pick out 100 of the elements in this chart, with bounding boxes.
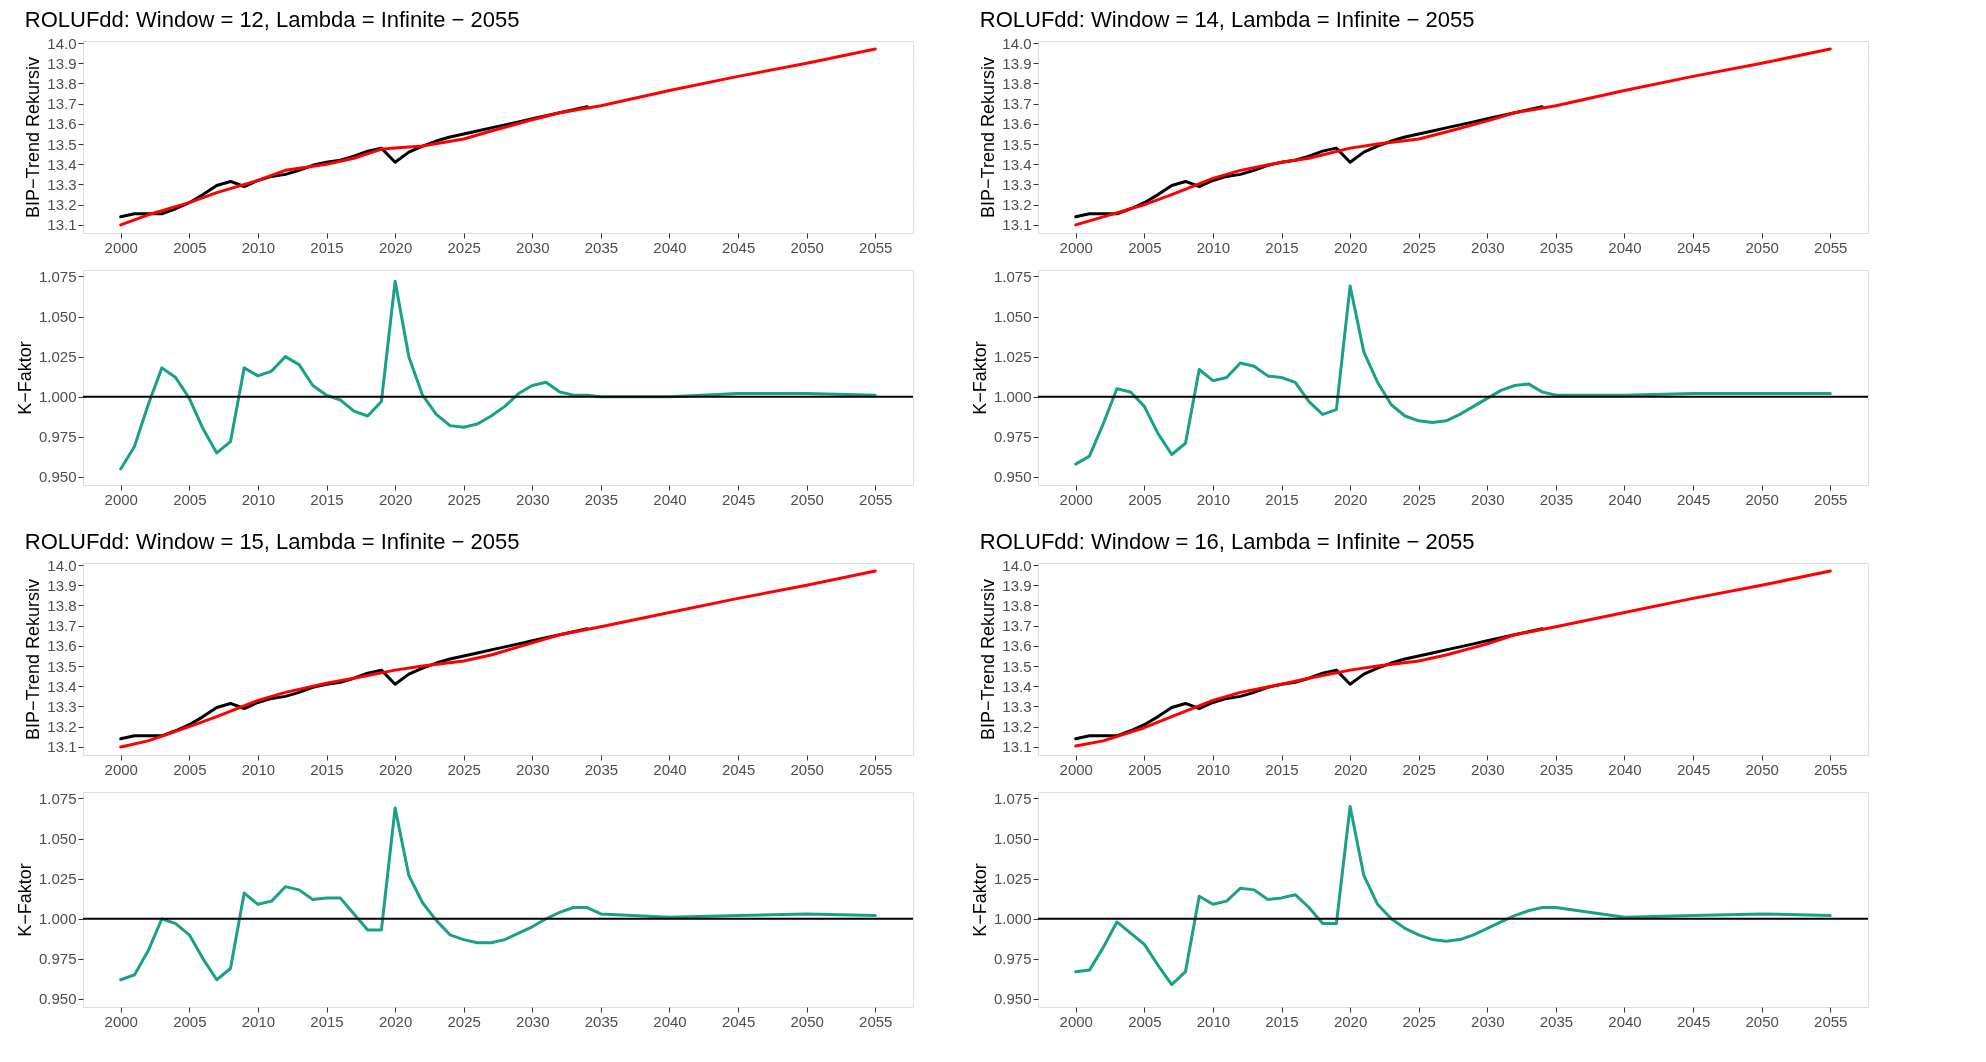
x-tick-label: 2015: [1265, 760, 1299, 778]
line-series: [119, 806, 877, 982]
y-tick-label: 13.1: [1002, 738, 1032, 756]
y-tick-label: 0.975: [38, 428, 77, 446]
y-tick-label: 13.3: [47, 175, 77, 193]
x-tick-label: 2015: [1265, 490, 1299, 508]
y-tick-label: 1.025: [993, 870, 1032, 888]
y-tick-label: 1.075: [38, 789, 77, 807]
x-tick-label: 2015: [310, 1012, 344, 1030]
x-tick-label: 2015: [1265, 1012, 1299, 1030]
y-tick-label: 13.9: [47, 54, 77, 72]
y-tick-label: 13.7: [47, 95, 77, 113]
y-tick-label: 13.1: [1002, 216, 1032, 234]
y-tick-label: 13.6: [1002, 637, 1032, 655]
y-tick-label: 13.6: [47, 637, 77, 655]
x-tick-label: 2035: [584, 238, 619, 256]
x-tick-label: 2005: [1128, 1012, 1162, 1030]
x-tick-label: 2035: [1539, 490, 1574, 508]
x-tick-label: 2010: [241, 490, 276, 508]
y-tick-label: 13.3: [1002, 175, 1032, 193]
y-tick-label: 0.950: [993, 468, 1032, 486]
y-tick-label: 13.5: [47, 135, 77, 153]
x-tick-label: 2000: [1059, 760, 1093, 778]
y-tick-label: 13.8: [47, 74, 77, 92]
y-tick-label: 13.7: [1002, 617, 1032, 635]
x-tick-label: 2010: [241, 760, 276, 778]
x-tick-label: 2005: [173, 1012, 207, 1030]
y-tick-label: 0.975: [38, 950, 77, 968]
y-tick-label: 0.950: [38, 468, 77, 486]
x-tick-label: 2035: [1539, 760, 1574, 778]
y-tick-label: 1.000: [38, 910, 77, 928]
x-tick-label: 2030: [1471, 490, 1505, 508]
x-tick-label: 2050: [1745, 490, 1779, 508]
x-tick-label: 2025: [447, 490, 481, 508]
y-tick-label: 0.950: [38, 990, 77, 1008]
y-tick-label: 13.2: [47, 718, 77, 736]
y-tick-label: 13.8: [47, 596, 77, 614]
y-tick-label: 1.000: [38, 388, 77, 406]
x-tick-label: 2055: [859, 1012, 893, 1030]
x-tick-label: 2055: [859, 760, 893, 778]
chart-title: ROLUFdd: Window = 16, Lambda = Infinite − 2055: [979, 529, 1475, 555]
y-tick-label: 13.3: [1002, 697, 1032, 715]
chart-title: ROLUFdd: Window = 14, Lambda = Infinite − 2055: [979, 7, 1475, 33]
x-tick-label: 2025: [1402, 760, 1436, 778]
x-tick-label: 2040: [1608, 1012, 1642, 1030]
y-tick-label: 1.050: [993, 830, 1032, 848]
x-tick-label: 2015: [310, 238, 344, 256]
line-series: [119, 569, 877, 749]
x-tick-label: 2035: [584, 490, 619, 508]
y-axis-title: BIP−Trend Rekursiv: [23, 57, 44, 218]
y-axis-title: K−Faktor: [969, 341, 990, 415]
x-tick-label: 2020: [1333, 238, 1368, 256]
y-tick-label: 0.950: [993, 990, 1032, 1008]
x-tick-label: 2045: [1676, 760, 1711, 778]
y-tick-label: 13.5: [1002, 657, 1032, 675]
x-tick-label: 2015: [1265, 238, 1299, 256]
y-tick-label: 13.6: [1002, 115, 1032, 133]
x-tick-label: 2030: [516, 1012, 550, 1030]
x-tick-label: 2045: [1676, 490, 1711, 508]
x-tick-label: 2055: [1814, 238, 1848, 256]
y-tick-label: 13.4: [1002, 677, 1032, 695]
y-axis-title: BIP−Trend Rekursiv: [978, 579, 999, 740]
x-tick-label: 2055: [1814, 760, 1848, 778]
x-tick-label: 2020: [378, 1012, 413, 1030]
y-tick-label: 13.9: [47, 576, 77, 594]
y-tick-label: 13.2: [1002, 196, 1032, 214]
x-tick-label: 2035: [1539, 238, 1574, 256]
x-tick-label: 2045: [721, 238, 756, 256]
x-tick-label: 2035: [584, 1012, 619, 1030]
x-tick-label: 2015: [310, 760, 344, 778]
x-tick-label: 2010: [1196, 760, 1231, 778]
x-tick-label: 2020: [378, 760, 413, 778]
x-tick-label: 2005: [173, 238, 207, 256]
x-tick-label: 2045: [721, 490, 756, 508]
x-tick-label: 2000: [104, 760, 138, 778]
x-tick-label: 2020: [378, 490, 413, 508]
x-tick-label: 2030: [516, 490, 550, 508]
y-tick-label: 1.050: [38, 830, 77, 848]
x-tick-label: 2030: [1471, 760, 1505, 778]
x-tick-label: 2035: [1539, 1012, 1574, 1030]
y-tick-label: 1.075: [993, 789, 1032, 807]
y-tick-label: 14.0: [1002, 34, 1032, 52]
x-tick-label: 2000: [104, 490, 138, 508]
y-tick-label: 0.975: [993, 428, 1032, 446]
y-tick-label: 13.2: [47, 196, 77, 214]
x-tick-label: 2030: [516, 760, 550, 778]
x-tick-label: 2040: [653, 760, 687, 778]
x-tick-label: 2025: [447, 238, 481, 256]
x-tick-label: 2050: [1745, 1012, 1779, 1030]
x-tick-label: 2050: [790, 238, 824, 256]
x-tick-label: 2005: [1128, 490, 1162, 508]
x-tick-label: 2055: [859, 490, 893, 508]
x-tick-label: 2010: [1196, 238, 1231, 256]
x-tick-label: 2040: [653, 490, 687, 508]
line-series: [1074, 569, 1832, 748]
chart-title: ROLUFdd: Window = 12, Lambda = Infinite − 2055: [24, 7, 520, 33]
x-tick-label: 2045: [721, 760, 756, 778]
y-tick-label: 1.025: [38, 348, 77, 366]
x-tick-label: 2005: [1128, 760, 1162, 778]
line-series: [1074, 804, 1832, 987]
